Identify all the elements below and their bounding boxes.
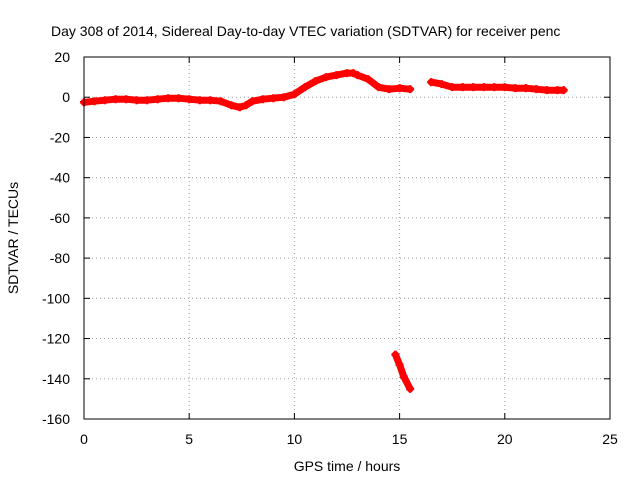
data-point — [559, 86, 568, 95]
y-axis-label: SDTVAR / TECUs — [5, 182, 21, 294]
data-point — [216, 97, 225, 106]
data-point — [111, 95, 120, 104]
data-point — [164, 94, 173, 103]
y-tick-label: 0 — [62, 89, 70, 105]
x-tick-label: 5 — [185, 431, 193, 447]
data-point — [258, 95, 267, 104]
data-point — [290, 90, 299, 99]
data-point — [174, 94, 183, 103]
x-tick-label: 25 — [602, 431, 618, 447]
y-tick-label: -100 — [42, 290, 70, 306]
data-point — [349, 69, 358, 78]
data-point — [332, 71, 341, 80]
x-tick-label: 20 — [497, 431, 513, 447]
y-tick-label: -120 — [42, 331, 70, 347]
data-point — [399, 372, 408, 381]
chart-title: Day 308 of 2014, Sidereal Day-to-day VTE… — [51, 23, 560, 39]
y-tick-label: -160 — [42, 411, 70, 427]
data-point — [385, 85, 394, 94]
data-point — [364, 75, 373, 84]
data-point — [490, 83, 499, 92]
data-point — [448, 83, 457, 92]
data-point — [469, 83, 478, 92]
data-point — [185, 95, 194, 104]
data-point — [427, 78, 436, 87]
data-point — [437, 80, 446, 89]
x-axis-label: GPS time / hours — [294, 458, 401, 474]
data-point — [391, 350, 400, 359]
data-point — [511, 84, 520, 93]
y-tick-labels: 20 0 -20 -40 -60 -80 -100 -120 -140 -160 — [42, 49, 70, 427]
data-point — [279, 93, 288, 102]
data-point — [542, 86, 551, 95]
x-tick-label: 15 — [392, 431, 408, 447]
x-tick-labels: 0 5 10 15 20 25 — [80, 431, 618, 447]
x-tick-label: 0 — [80, 431, 88, 447]
plot-frame — [83, 56, 611, 420]
data-point — [532, 85, 541, 94]
data-point — [500, 83, 509, 92]
data-point — [248, 97, 257, 106]
y-tick-label: -80 — [50, 250, 70, 266]
data-point — [90, 97, 99, 106]
data-point — [395, 84, 404, 93]
y-tick-label: -140 — [42, 371, 70, 387]
y-tick-label: -60 — [50, 210, 70, 226]
series-line-2 — [391, 351, 414, 393]
data-point — [101, 96, 110, 105]
data-point — [321, 73, 330, 82]
data-point — [269, 94, 278, 103]
y-tick-label: -40 — [50, 170, 70, 186]
data-point — [406, 384, 415, 393]
data-point — [479, 83, 488, 92]
axis-ticks — [83, 56, 611, 420]
data-point — [132, 96, 141, 105]
data-point — [227, 101, 236, 110]
data-point — [195, 96, 204, 105]
data-point — [300, 83, 309, 92]
data-point — [353, 71, 362, 80]
series-layer — [80, 69, 568, 393]
data-point — [153, 95, 162, 104]
data-point — [235, 103, 244, 112]
data-point — [206, 96, 215, 105]
data-point — [521, 84, 530, 93]
y-tick-label: 20 — [54, 49, 70, 65]
data-point — [458, 83, 467, 92]
data-point — [395, 360, 404, 369]
x-tick-label: 10 — [287, 431, 303, 447]
y-tick-label: -20 — [50, 129, 70, 145]
data-point — [242, 101, 251, 110]
data-point — [122, 95, 131, 104]
data-point — [143, 96, 152, 105]
data-point — [311, 77, 320, 86]
data-point — [406, 85, 415, 94]
data-point — [374, 83, 383, 92]
grid-lines — [84, 57, 610, 419]
